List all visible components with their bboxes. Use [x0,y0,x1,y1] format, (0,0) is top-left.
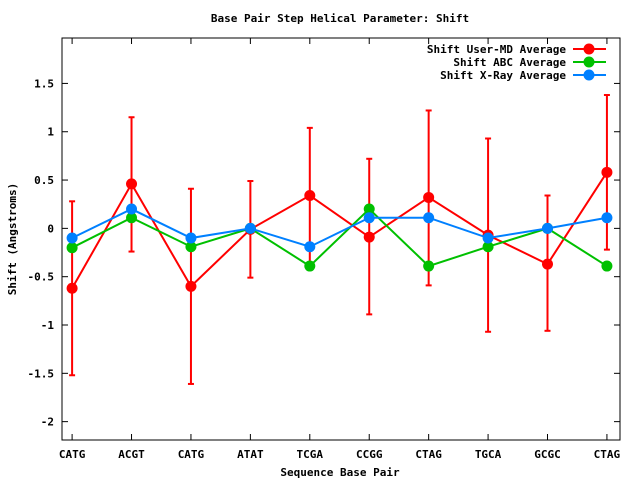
y-tick-label: 0 [47,222,54,235]
data-point [601,166,613,178]
series-line [71,171,608,289]
data-point [423,260,435,272]
chart-title: Base Pair Step Helical Parameter: Shift [211,12,469,25]
data-point [185,280,197,292]
data-point [66,282,78,294]
axes: 1.5 1 0.5 0 -0.5 -1 -1.5 -2 CATG ACGT CATG ATAT TCGA… [28,37,621,461]
data-point [601,260,613,272]
y-axis-label: Shift (Angstroms) [6,183,19,296]
series-line [71,207,608,268]
y-tick-label: 1.5 [34,77,54,90]
legend-label: Shift ABC Average [453,56,566,69]
y-tick-label: 0.5 [34,174,54,187]
data-point [244,222,256,234]
y-tick-label: 1 [47,126,54,139]
data-point [482,232,494,244]
data-point [601,212,613,224]
data-point [304,190,316,202]
x-tick-label: TGCA [475,448,502,461]
x-tick-label: ATAT [237,448,264,461]
x-tick-label: CATG [59,448,86,461]
x-tick-label: CCGG [356,448,383,461]
x-tick-label: CTAG [415,448,442,461]
x-tick-label: TCGA [297,448,324,461]
legend-marker [583,43,595,55]
data-point [304,260,316,272]
data-point [363,231,375,243]
data-point [542,222,554,234]
data-point [185,232,197,244]
data-point [542,258,554,270]
plot-frame [61,37,621,441]
series-layer [66,94,613,385]
x-tick-label: CTAG [594,448,621,461]
x-axis-label: Sequence Base Pair [280,466,400,479]
data-point [363,203,375,215]
y-tick-label: -1.5 [28,367,55,380]
x-tick-label: ACGT [118,448,145,461]
data-point [66,232,78,244]
series-0 [66,94,613,385]
y-tick-label: -0.5 [28,271,55,284]
data-point [304,241,316,253]
legend-marker [583,69,595,81]
legend-marker [583,56,595,68]
y-tick-label: -2 [41,416,54,429]
legend-label: Shift X-Ray Average [440,69,566,82]
data-point [423,191,435,203]
x-tick-label: CATG [178,448,205,461]
series-line [71,207,608,248]
x-tick-label: GCGC [534,448,561,461]
legend-label: Shift User-MD Average [427,43,566,56]
data-point [126,212,138,224]
y-tick-label: -1 [41,319,55,332]
series-2 [66,203,613,253]
data-point [126,203,138,215]
data-point [423,212,435,224]
data-point [126,178,138,190]
data-point [363,212,375,224]
data-point [185,241,197,253]
data-point [482,241,494,253]
data-point [66,242,78,254]
